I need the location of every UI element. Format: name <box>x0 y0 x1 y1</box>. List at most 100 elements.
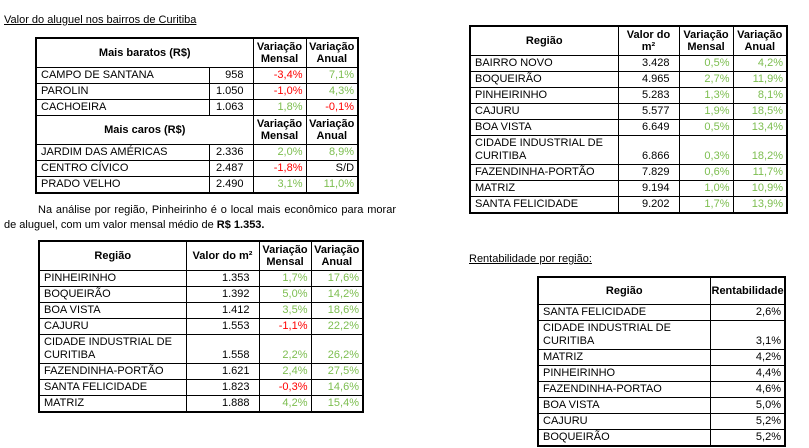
variation-anual-cell: 14,6% <box>310 379 364 396</box>
table-row: PRADO VELHO 2.490 3,1% 11,0% <box>35 176 359 194</box>
neighborhood-name-cell: PAROLIN <box>35 83 210 100</box>
table-row: FAZENDINHA-PORTÃO 7.829 0,6% 11,7% <box>469 164 788 181</box>
table-row: BOQUEIRÃO 5,2% <box>537 428 786 446</box>
analysis-paragraph: Na análise por região, Pinheirinho é o l… <box>4 203 396 233</box>
region-name-cell: CIDADE INDUSTRIAL DE CURITIBA <box>469 135 619 165</box>
variation-mensal-cell: 1,3% <box>678 87 734 104</box>
rent-value-cell: 958 <box>208 67 254 84</box>
neighborhood-name-cell: CACHOEIRA <box>35 99 210 116</box>
column-header-variacao-mensal: Variação Mensal <box>258 240 312 271</box>
variation-mensal-cell: 2,2% <box>258 334 312 364</box>
variation-anual-cell: 7,1% <box>305 67 359 84</box>
variation-anual-cell: 11,7% <box>732 164 788 181</box>
page-title: Valor do aluguel nos bairros de Curitiba <box>4 14 197 26</box>
table-row: CENTRO CÍVICO 2.487 -1,8% S/D <box>35 160 359 177</box>
neighborhood-name-cell: JARDIM DAS AMÉRICAS <box>35 144 210 161</box>
variation-mensal-cell: -1,1% <box>258 318 312 335</box>
variation-mensal-cell: 1,8% <box>252 99 307 116</box>
neighborhood-name-cell: CAMPO DE SANTANA <box>35 67 210 84</box>
table-row: FAZENDINHA-PORTAO 4,6% <box>537 380 786 398</box>
section-header: Mais caros (R$) <box>35 115 254 145</box>
region-name-cell: SANTA FELICIDADE <box>38 379 187 396</box>
variation-anual-cell: -0,1% <box>305 99 359 116</box>
column-header-variacao-mensal: Variação Mensal <box>252 37 307 68</box>
region-valor-m2-table-right: Região Valor do m² Variação Mensal Variação… <box>469 25 788 214</box>
valor-m2-cell: 1.621 <box>185 363 260 380</box>
region-name-cell: PINHEIRINHO <box>537 364 711 382</box>
valor-m2-cell: 1.412 <box>185 302 260 319</box>
valor-m2-cell: 1.888 <box>185 395 260 413</box>
variation-anual-cell: 17,6% <box>310 270 364 287</box>
variation-anual-cell: 13,9% <box>732 196 788 214</box>
rent-value-cell: 2.487 <box>208 160 254 177</box>
header-row: Região Rentabilidade <box>537 276 786 305</box>
region-name-cell: MATRIZ <box>38 395 187 413</box>
column-header-regiao: Região <box>469 25 619 56</box>
rentabilidade-cell: 4,6% <box>709 380 786 398</box>
header-row: Região Valor do m² Variação Mensal Variação… <box>38 240 364 271</box>
column-header-variacao-mensal: Variação Mensal <box>252 115 307 145</box>
variation-mensal-cell: -1,8% <box>252 160 307 177</box>
variation-mensal-cell: 2,4% <box>258 363 312 380</box>
table-row: CAJURU 5,2% <box>537 412 786 430</box>
column-header-regiao: Região <box>38 240 187 271</box>
variation-mensal-cell: 0,6% <box>678 164 734 181</box>
column-header-variacao-anual: Variação Anual <box>305 115 359 145</box>
valor-m2-cell: 9.202 <box>617 196 680 214</box>
table-row: PINHEIRINHO 4,4% <box>537 364 786 382</box>
valor-m2-cell: 1.353 <box>185 270 260 287</box>
variation-anual-cell: 13,4% <box>732 119 788 136</box>
table-row: BOA VISTA 1.412 3,5% 18,6% <box>38 302 364 319</box>
table-row: BAIRRO NOVO 3.428 0,5% 4,2% <box>469 55 788 72</box>
region-name-cell: CAJURU <box>469 103 619 120</box>
valor-m2-cell: 1.558 <box>185 334 260 364</box>
variation-anual-cell: 8,1% <box>732 87 788 104</box>
table-row: BOQUEIRÃO 4.965 2,7% 11,9% <box>469 71 788 88</box>
region-valor-m2-table-left: Região Valor do m² Variação Mensal Variação… <box>38 240 364 413</box>
variation-anual-cell: S/D <box>305 160 359 177</box>
region-name-cell: FAZENDINHA-PORTAO <box>537 380 711 398</box>
variation-anual-cell: 18,5% <box>732 103 788 120</box>
table-row: CIDADE INDUSTRIAL DE CURITIBA 3,1% <box>537 319 786 350</box>
table-row: CAJURU 1.553 -1,1% 22,2% <box>38 318 364 335</box>
region-name-cell: BOA VISTA <box>38 302 187 319</box>
variation-mensal-cell: 1,7% <box>258 270 312 287</box>
variation-mensal-cell: -0,3% <box>258 379 312 396</box>
paragraph-bold-value: R$ 1.353. <box>216 219 265 231</box>
variation-anual-cell: 15,4% <box>310 395 364 413</box>
rentabilidade-cell: 5,0% <box>709 396 786 414</box>
table-row: MATRIZ 4,2% <box>537 348 786 366</box>
valor-m2-cell: 7.829 <box>617 164 680 181</box>
variation-mensal-cell: 1,0% <box>678 180 734 197</box>
header-row: Mais caros (R$) Variação Mensal Variação A… <box>35 115 359 145</box>
valor-m2-cell: 6.866 <box>617 135 680 165</box>
variation-mensal-cell: 5,0% <box>258 286 312 303</box>
variation-mensal-cell: 3,5% <box>258 302 312 319</box>
region-name-cell: CAJURU <box>38 318 187 335</box>
region-name-cell: PINHEIRINHO <box>469 87 619 104</box>
rentabilidade-cell: 5,2% <box>709 428 786 446</box>
region-name-cell: BOA VISTA <box>469 119 619 136</box>
table-row: BOQUEIRÃO 1.392 5,0% 14,2% <box>38 286 364 303</box>
rentabilidade-cell: 5,2% <box>709 412 786 430</box>
region-name-cell: BOQUEIRÃO <box>537 428 711 446</box>
variation-mensal-cell: 0,3% <box>678 135 734 165</box>
table-row: CIDADE INDUSTRIAL DE CURITIBA 6.866 0,3% 18… <box>469 135 788 165</box>
rentabilidade-cell: 2,6% <box>709 303 786 321</box>
region-name-cell: FAZENDINHA-PORTÃO <box>38 363 187 380</box>
variation-anual-cell: 10,9% <box>732 180 788 197</box>
variation-mensal-cell: 1,9% <box>678 103 734 120</box>
table-row: SANTA FELICIDADE 9.202 1,7% 13,9% <box>469 196 788 214</box>
valor-m2-cell: 5.283 <box>617 87 680 104</box>
region-name-cell: SANTA FELICIDADE <box>537 303 711 321</box>
variation-anual-cell: 4,3% <box>305 83 359 100</box>
paragraph-text: Na análise por região, Pinheirinho é o l… <box>4 204 396 231</box>
region-name-cell: SANTA FELICIDADE <box>469 196 619 214</box>
region-name-cell: MATRIZ <box>537 348 711 366</box>
table-row: PAROLIN 1.050 -1,0% 4,3% <box>35 83 359 100</box>
variation-anual-cell: 11,9% <box>732 71 788 88</box>
table-row: PINHEIRINHO 5.283 1,3% 8,1% <box>469 87 788 104</box>
valor-m2-cell: 1.392 <box>185 286 260 303</box>
header-row: Mais baratos (R$) Variação Mensal Variação… <box>35 37 359 68</box>
neighborhood-name-cell: CENTRO CÍVICO <box>35 160 210 177</box>
